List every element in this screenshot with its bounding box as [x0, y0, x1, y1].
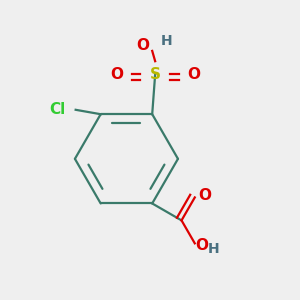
Text: O: O [188, 67, 200, 82]
Text: O: O [196, 238, 209, 253]
Text: H: H [208, 242, 220, 256]
Text: O: O [136, 38, 149, 52]
Text: S: S [150, 67, 161, 82]
Text: O: O [110, 67, 123, 82]
Text: O: O [198, 188, 211, 203]
Text: H: H [161, 34, 173, 48]
Text: Cl: Cl [49, 102, 65, 117]
